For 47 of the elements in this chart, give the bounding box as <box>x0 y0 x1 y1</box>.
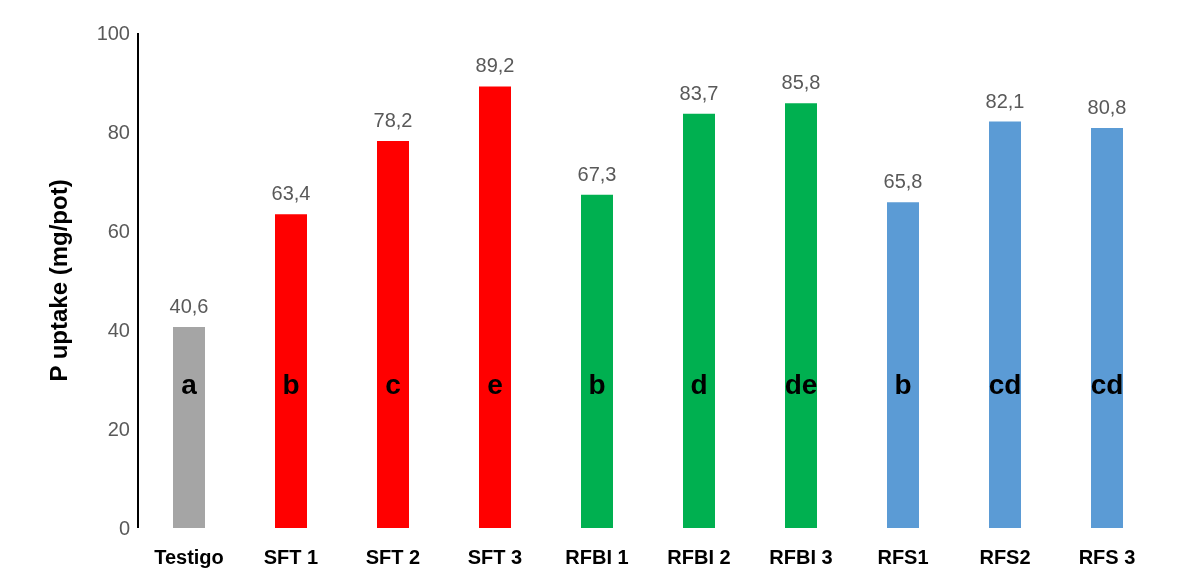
x-tick-label: SFT 3 <box>467 546 523 569</box>
y-tick-label: 40 <box>107 319 130 342</box>
data-label: 40,6 <box>169 295 209 318</box>
data-label: 63,4 <box>271 182 311 205</box>
bar <box>683 113 715 528</box>
bar <box>989 121 1021 528</box>
x-tick-label: RFBI 1 <box>565 546 629 569</box>
annotation: a <box>181 369 198 401</box>
annotation: c <box>385 369 401 401</box>
data-label: 89,2 <box>475 54 515 77</box>
x-tick-label: SFT 2 <box>365 546 421 569</box>
x-tick-label: SFT 1 <box>263 546 319 569</box>
bar <box>1091 128 1123 528</box>
x-tick-label: RFS2 <box>979 546 1031 569</box>
data-label: 80,8 <box>1087 96 1127 119</box>
y-tick-label: 80 <box>107 121 130 144</box>
y-tick-label: 0 <box>118 517 130 540</box>
data-label: 82,1 <box>985 89 1025 112</box>
x-tick-label: RFS 3 <box>1078 546 1136 569</box>
annotation: b <box>282 369 300 401</box>
data-label: 83,7 <box>679 81 719 104</box>
x-tick-label: RFS1 <box>877 546 929 569</box>
bar <box>581 194 613 528</box>
annotation: e <box>487 369 503 401</box>
data-label: 65,8 <box>883 170 923 193</box>
data-label: 85,8 <box>781 71 821 94</box>
annotation: d <box>690 369 708 401</box>
x-tick-label: RFBI 2 <box>667 546 731 569</box>
bar <box>785 103 817 528</box>
data-label: 78,2 <box>373 108 413 131</box>
bar <box>275 214 307 528</box>
y-tick-label: 20 <box>107 418 130 441</box>
annotation: cd <box>1090 369 1124 401</box>
x-tick-label: RFBI 3 <box>769 546 833 569</box>
y-tick-label: 100 <box>96 22 130 45</box>
y-tick-label: 60 <box>107 220 130 243</box>
annotation: cd <box>988 369 1022 401</box>
bar <box>377 140 409 528</box>
annotation: b <box>588 369 606 401</box>
data-label: 67,3 <box>577 162 617 185</box>
x-tick-label: Testigo <box>154 546 224 569</box>
bar <box>887 202 919 528</box>
bar <box>479 86 511 528</box>
annotation: b <box>894 369 912 401</box>
y-axis-title: P uptake (mg/pot) <box>44 179 72 382</box>
annotation: de <box>784 369 818 401</box>
bar <box>173 327 205 528</box>
